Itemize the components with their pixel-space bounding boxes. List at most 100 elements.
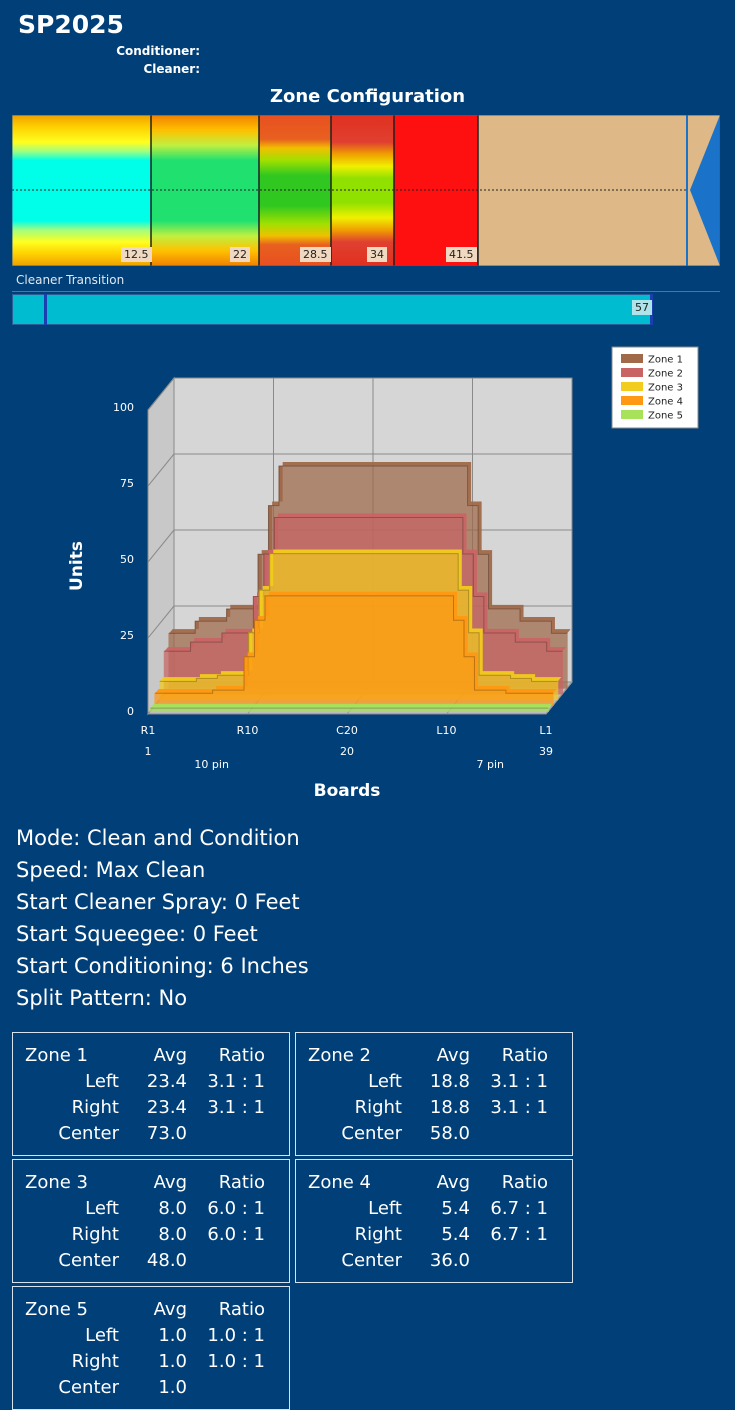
zone-configuration-bar (12, 115, 720, 266)
zone-stats-center-avg: 36.0 (429, 1250, 470, 1271)
legend-swatch (621, 410, 643, 419)
cleaner-label: Cleaner: (143, 62, 200, 76)
zone-stats-center-label: Center (58, 1250, 119, 1271)
zone-stats-avg-header: Avg (153, 1299, 187, 1320)
zone-4-length-label: 34 (367, 247, 387, 262)
legend-swatch (621, 396, 643, 405)
x-tick-number: 39 (539, 745, 553, 758)
zone-stats-left-label: Left (85, 1198, 119, 1219)
zone-stats-right-avg: 1.0 (158, 1351, 187, 1372)
zone-stats-right-label: Right (71, 1097, 119, 1118)
zone-stats-center-label: Center (58, 1377, 119, 1398)
zone-stats-left-avg: 5.4 (441, 1198, 470, 1219)
zone-stats-left-label: Left (368, 1198, 402, 1219)
zone-stats-left-ratio: 1.0 : 1 (207, 1325, 265, 1346)
zone-stats-box: Zone 3 Avg Ratio Left 8.0 6.0 : 1 Right 8.0 6.0 … (12, 1159, 290, 1283)
zone-stats-right-label: Right (354, 1097, 402, 1118)
zone-stats-right-ratio: 6.7 : 1 (490, 1224, 548, 1245)
pin-label: 7 pin (477, 758, 505, 771)
legend-swatch (621, 368, 643, 377)
mode-setting: Mode: Clean and Condition (16, 826, 300, 850)
cleaner-transition-divider (12, 291, 720, 292)
start-squeegee-setting: Start Squeegee: 0 Feet (16, 922, 258, 946)
legend-entry: Zone 1 (648, 355, 683, 366)
chart-axes: 0 25 50 75 100 R1 R10 C20 L10 L1 1 20 39 10 pin 7 pin U… (67, 401, 553, 801)
zone-stats-right-ratio: 6.0 : 1 (207, 1224, 265, 1245)
legend-swatch (621, 354, 643, 363)
zone-stats-right-avg: 8.0 (158, 1224, 187, 1245)
zone-2-length-label: 22 (230, 247, 250, 262)
zone-stats-left-avg: 8.0 (158, 1198, 187, 1219)
zone-stats-right-avg: 23.4 (146, 1097, 187, 1118)
zone-stats-center-label: Center (341, 1250, 402, 1271)
chart-series (149, 461, 571, 712)
zone-stats-center-avg: 58.0 (429, 1123, 470, 1144)
zone-stats-ratio-header: Ratio (501, 1172, 548, 1193)
pin-deck-marker (690, 115, 720, 266)
zone-stats-box: Zone 4 Avg Ratio Left 5.4 6.7 : 1 Right 5.4 6.7 … (295, 1159, 573, 1283)
zone-3-length-label: 28.5 (300, 247, 331, 262)
zone-stats-name: Zone 1 (25, 1045, 88, 1066)
zone-stats-right-label: Right (354, 1224, 402, 1245)
zone-stats-avg-header: Avg (153, 1045, 187, 1066)
zone-stats-avg-header: Avg (436, 1045, 470, 1066)
x-tick-label: L10 (436, 724, 456, 737)
x-tick-label: C20 (336, 724, 358, 737)
zone-stats-ratio-header: Ratio (218, 1299, 265, 1320)
zone-stats-right-ratio: 1.0 : 1 (207, 1351, 265, 1372)
zone-stats-avg-header: Avg (153, 1172, 187, 1193)
y-axis-label: Units (67, 541, 87, 591)
zone-stats-ratio-header: Ratio (218, 1045, 265, 1066)
zone-stats-right-ratio: 3.1 : 1 (207, 1097, 265, 1118)
zone-configuration-title: Zone Configuration (269, 86, 466, 107)
chart-legend: Zone 1 Zone 2 Zone 3 Zone 4 Zone 5 (611, 346, 699, 429)
zone-stats-right-label: Right (71, 1224, 119, 1245)
zone-stats-name: Zone 3 (25, 1172, 88, 1193)
cleaner-transition-start-marker (44, 294, 47, 325)
speed-setting: Speed: Max Clean (16, 858, 206, 882)
zone-1-length-label: 12.5 (121, 247, 152, 262)
zone-stats-center-avg: 48.0 (146, 1250, 187, 1271)
zone-stats-left-label: Left (85, 1325, 119, 1346)
x-axis-label: Boards (314, 781, 381, 801)
pin-label: 10 pin (194, 758, 229, 771)
y-tick-label: 100 (113, 401, 134, 414)
conditioner-label: Conditioner: (116, 44, 200, 58)
zone-stats-center-label: Center (341, 1123, 402, 1144)
zone-stats-ratio-header: Ratio (501, 1045, 548, 1066)
x-tick-label: R1 (141, 724, 156, 737)
cleaner-transition-label: Cleaner Transition (16, 273, 125, 287)
zone-stats-box: Zone 2 Avg Ratio Left 18.8 3.1 : 1 Right 18.8 3.… (295, 1032, 573, 1156)
zone-stats-box: Zone 1 Avg Ratio Left 23.4 3.1 : 1 Right 23.4 3.… (12, 1032, 290, 1156)
start-conditioning-setting: Start Conditioning: 6 Inches (16, 954, 309, 978)
zone-stats-center-avg: 1.0 (158, 1377, 187, 1398)
zone-stats-left-ratio: 6.7 : 1 (490, 1198, 548, 1219)
zone-stats-left-ratio: 6.0 : 1 (207, 1198, 265, 1219)
legend-entry: Zone 4 (648, 397, 683, 408)
start-cleaner-spray-setting: Start Cleaner Spray: 0 Feet (16, 890, 300, 914)
series-zone-5 (149, 703, 552, 712)
cleaner-transition-value: 57 (632, 300, 652, 315)
split-pattern-setting: Split Pattern: No (16, 986, 188, 1010)
legend-swatch (621, 382, 643, 391)
zone-stats-left-ratio: 3.1 : 1 (207, 1071, 265, 1092)
y-tick-label: 50 (120, 553, 134, 566)
x-tick-label: L1 (539, 724, 552, 737)
zone-stats-name: Zone 4 (308, 1172, 371, 1193)
series-zone-4 (154, 591, 557, 706)
zone-5-length-label: 41.5 (446, 247, 477, 262)
zone-stats-left-avg: 1.0 (158, 1325, 187, 1346)
zone-stats-left-label: Left (85, 1071, 119, 1092)
y-tick-label: 0 (127, 705, 134, 718)
page-title: SP2025 (18, 10, 124, 39)
zone-stats-box: Zone 5 Avg Ratio Left 1.0 1.0 : 1 Right 1.0 1.0 … (12, 1286, 290, 1410)
y-tick-label: 75 (120, 477, 134, 490)
oil-pattern-chart: 0 25 50 75 100 R1 R10 C20 L10 L1 1 20 39 10 pin 7 pin U… (67, 346, 699, 801)
zone-stats-right-avg: 18.8 (429, 1097, 470, 1118)
cleaner-transition-bar (12, 294, 652, 325)
zone-stats-center-avg: 73.0 (146, 1123, 187, 1144)
zone-stats-right-ratio: 3.1 : 1 (490, 1097, 548, 1118)
y-tick-label: 25 (120, 629, 134, 642)
x-tick-number: 20 (340, 745, 354, 758)
zone-stats-left-label: Left (368, 1071, 402, 1092)
